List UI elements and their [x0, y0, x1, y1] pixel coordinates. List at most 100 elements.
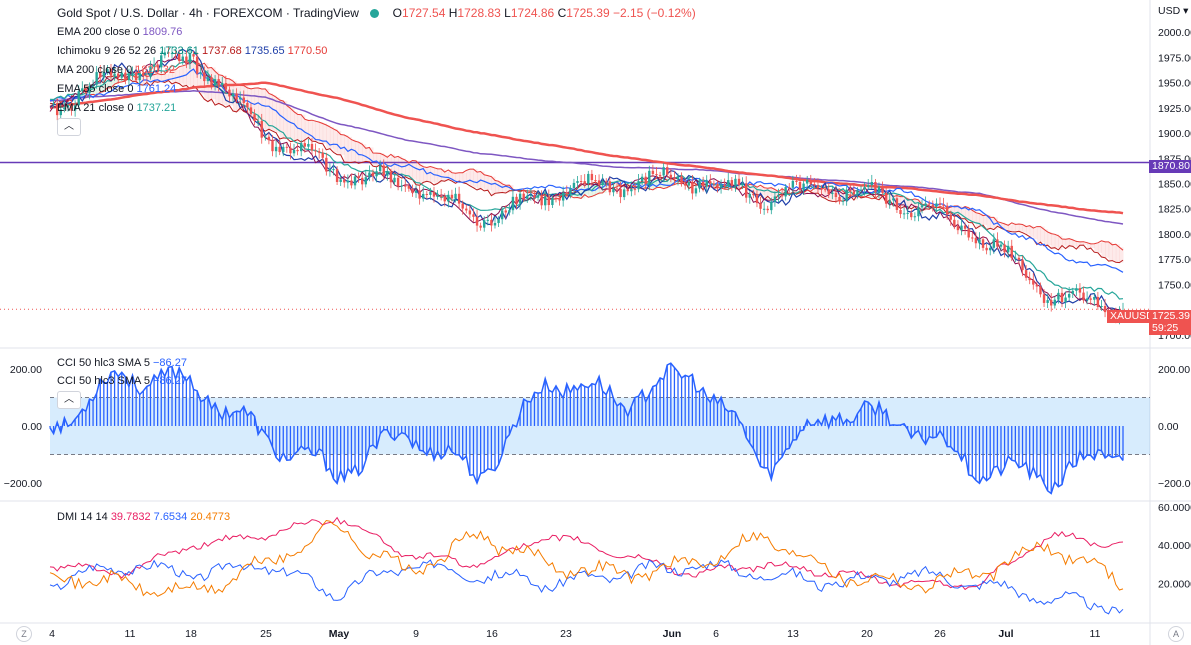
- cloud-segment: [975, 212, 980, 229]
- legend-ma200[interactable]: MA 200 close 0 1820.32: [57, 64, 176, 76]
- cloud-segment: [297, 114, 302, 140]
- cloud-segment: [1083, 241, 1088, 246]
- candle-body: [935, 203, 938, 207]
- time-axis[interactable]: [0, 625, 1191, 645]
- cloud-segment: [950, 207, 955, 212]
- candle-body: [863, 187, 866, 190]
- cloud-segment: [774, 189, 779, 200]
- candle-body: [999, 244, 1003, 247]
- candle-body: [99, 72, 102, 78]
- cloud-segment: [1000, 222, 1006, 228]
- candle-body: [138, 72, 141, 81]
- candle-body: [246, 102, 249, 108]
- cloud-segment: [552, 196, 557, 200]
- candle-body: [802, 183, 805, 190]
- cloud-segment: [211, 67, 216, 100]
- candle-body: [974, 237, 978, 244]
- cloud-segment: [82, 92, 87, 98]
- cloud-segment: [764, 187, 769, 200]
- cloud-segment: [340, 134, 345, 155]
- cloud-segment: [175, 69, 180, 83]
- candle-body: [766, 208, 769, 211]
- candle-body: [343, 179, 346, 183]
- candle-body: [249, 107, 253, 115]
- legend-cci-1[interactable]: CCI 50 hlc3 SMA 5 −86.27: [57, 357, 187, 369]
- candle-body: [755, 195, 759, 204]
- candle-body: [1046, 300, 1049, 303]
- collapse-legend-button[interactable]: ︿: [57, 118, 81, 136]
- cloud-segment: [186, 64, 191, 86]
- timezone-corner-button[interactable]: Z: [16, 626, 32, 642]
- cci-tick-label: 0.00: [1158, 421, 1179, 433]
- price-tick-label: 2000.00: [1158, 27, 1191, 39]
- candle-body: [181, 56, 184, 61]
- time-tick-label: 26: [934, 628, 946, 640]
- candle-body: [160, 55, 163, 68]
- auto-scale-button[interactable]: A: [1168, 626, 1184, 642]
- cloud-segment: [1079, 241, 1085, 246]
- candle-body: [95, 72, 98, 85]
- cloud-segment: [301, 114, 306, 143]
- candle-body: [177, 53, 181, 61]
- candle-body: [1067, 293, 1071, 298]
- candle-body: [70, 105, 73, 111]
- cloud-segment: [767, 188, 772, 197]
- legend-ema200[interactable]: EMA 200 close 0 1809.76: [57, 26, 183, 38]
- legend-ichimoku[interactable]: Ichimoku 9 26 52 26 1733.61 1737.68 1735…: [57, 45, 328, 57]
- candle-body: [626, 189, 629, 192]
- cloud-segment: [602, 180, 607, 193]
- cloud-segment: [329, 126, 335, 149]
- cloud-segment: [1061, 239, 1067, 246]
- candle-body: [264, 136, 267, 138]
- interval-label[interactable]: 4h: [189, 6, 203, 20]
- cloud-segment: [667, 180, 672, 188]
- cloud-segment: [365, 148, 370, 162]
- candle-body: [1089, 298, 1092, 300]
- candle-body: [906, 212, 909, 214]
- symbol-title[interactable]: Gold Spot / U.S. Dollar: [57, 6, 179, 20]
- candle-body: [809, 179, 812, 185]
- candle-body: [669, 174, 673, 179]
- candle-body: [1057, 292, 1060, 300]
- candle-body: [705, 181, 708, 187]
- candle-body: [856, 190, 859, 195]
- legend-dmi[interactable]: DMI 14 14 39.7832 7.6534 20.4773: [57, 511, 231, 523]
- dmi-plot: [49, 516, 1124, 615]
- candle-body: [691, 182, 694, 194]
- legend-cci-2[interactable]: CCI 50 hlc3 SMA 5 −86.27: [57, 375, 187, 387]
- candle-body: [651, 170, 655, 175]
- dmi-tick-label: 60.0000: [1158, 502, 1191, 514]
- candle-body: [1014, 257, 1017, 259]
- price-tick-label: 1950.00: [1158, 78, 1191, 90]
- legend-ema55[interactable]: EMA 55 close 0 1761.24: [57, 83, 177, 95]
- cloud-segment: [904, 196, 909, 207]
- candle-body: [88, 86, 91, 94]
- candle-body: [913, 216, 917, 218]
- candle-body: [881, 186, 884, 194]
- ichimoku-span-a: [49, 75, 1124, 264]
- collapse-cci-button[interactable]: ︿: [57, 391, 81, 409]
- candle-body: [63, 107, 66, 110]
- candle-body: [1064, 297, 1067, 303]
- cloud-segment: [613, 184, 618, 189]
- candle-body: [486, 219, 490, 221]
- legend-ema21[interactable]: EMA 21 close 0 1737.21: [57, 102, 177, 114]
- candle-body: [1100, 306, 1103, 308]
- candle-body: [317, 151, 321, 153]
- candle-body: [307, 143, 310, 147]
- price-tick-label: 1825.00: [1158, 204, 1191, 216]
- candle-body: [938, 203, 942, 205]
- candle-body: [109, 69, 113, 76]
- cloud-segment: [337, 130, 342, 155]
- cloud-segment: [896, 195, 902, 206]
- candle-body: [493, 223, 497, 226]
- candle-body: [730, 180, 734, 186]
- cloud-segment: [494, 180, 500, 194]
- candle-body: [289, 147, 292, 154]
- cloud-segment: [401, 158, 406, 179]
- cloud-segment: [480, 171, 485, 189]
- cloud-segment: [1022, 224, 1027, 233]
- cloud-segment: [100, 80, 105, 93]
- candle-body: [321, 152, 324, 158]
